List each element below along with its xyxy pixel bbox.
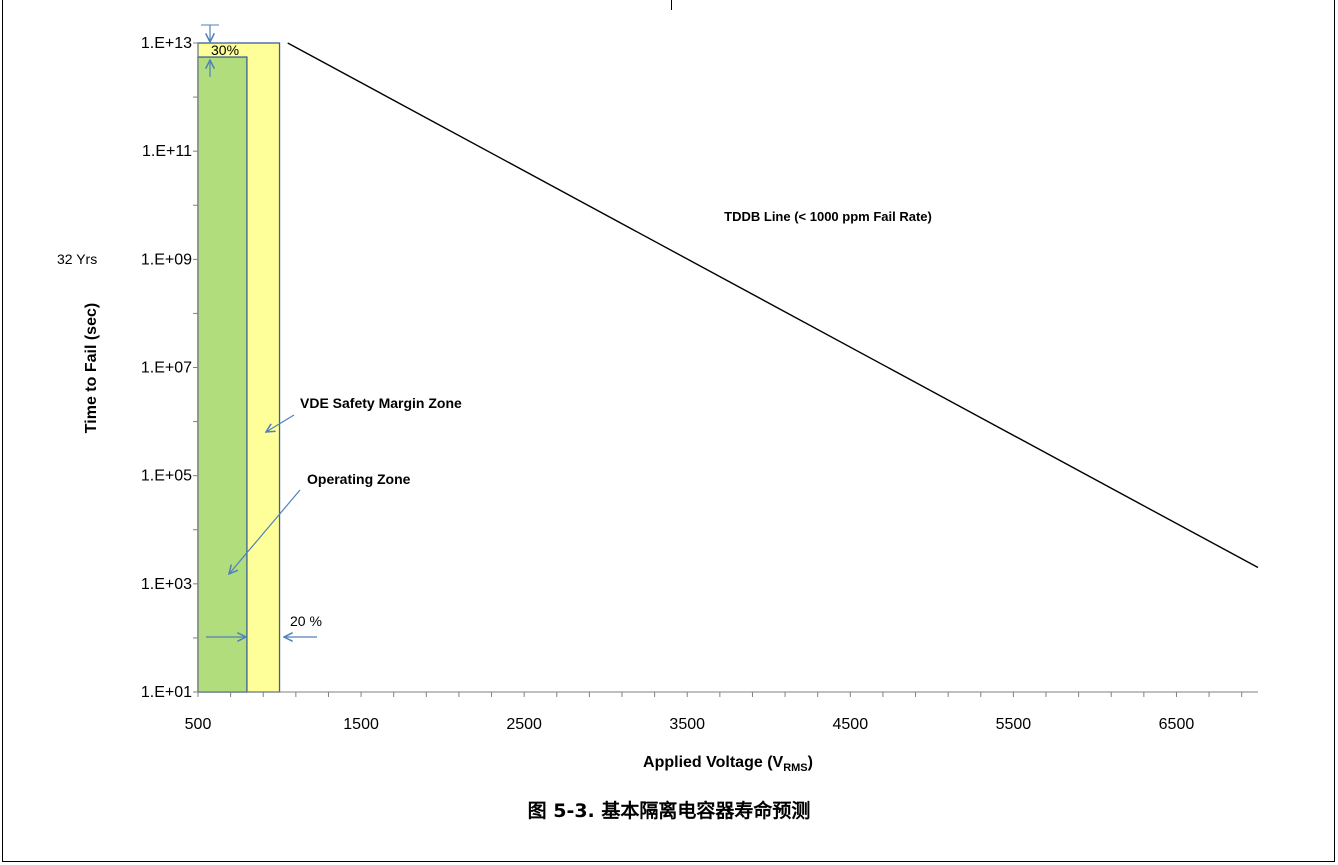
- y-tick-label: 1.E+13: [141, 35, 192, 52]
- y-tick-label: 1.E+07: [141, 360, 192, 377]
- tddb-line-label: TDDB Line (< 1000 ppm Fail Rate): [724, 209, 932, 224]
- x-tick-label: 4500: [833, 716, 869, 733]
- x-tick-label: 2500: [506, 716, 542, 733]
- top-divider-tick: [671, 0, 672, 10]
- figure-caption: 图 5-3. 基本隔离电容器寿命预测: [527, 800, 811, 822]
- y-tick-label: 1.E+09: [141, 251, 192, 268]
- tddb-lifetime-chart: 1.E+01 1.E+03 1.E+05 1.E+07 1.E+09 1.E+11 1.E+…: [57, 24, 1259, 774]
- safety-zone-arrow: [266, 414, 295, 432]
- x-axis-title-close: ): [808, 754, 813, 771]
- x-tick-label: 3500: [669, 716, 705, 733]
- tddb-line: [287, 42, 1259, 569]
- y-tick-label: 1.E+03: [141, 576, 192, 593]
- y-tick-label: 1.E+05: [141, 468, 192, 485]
- operating-zone: [197, 56, 248, 693]
- x-axis-title: Applied Voltage (VRMS): [643, 754, 813, 774]
- operating-zone-label: Operating Zone: [307, 471, 411, 487]
- y-axis-title: Time to Fail (sec): [83, 303, 100, 433]
- percent-30-label: 30%: [211, 42, 239, 58]
- y-tick-label: 1.E+11: [142, 143, 192, 160]
- x-tick-label: 5500: [996, 716, 1032, 733]
- y-tick-label: 1.E+01: [141, 684, 192, 701]
- x-tick-label: 500: [185, 716, 212, 733]
- operating-zone-arrow: [229, 489, 301, 574]
- lifetime-annotation: 32 Yrs: [57, 251, 97, 267]
- x-axis-title-subscript: RMS: [783, 762, 807, 774]
- x-tick-label: 6500: [1159, 716, 1195, 733]
- x-tick-label: 1500: [343, 716, 379, 733]
- safety-zone-label: VDE Safety Margin Zone: [300, 395, 462, 411]
- percent-20-label: 20 %: [290, 613, 322, 629]
